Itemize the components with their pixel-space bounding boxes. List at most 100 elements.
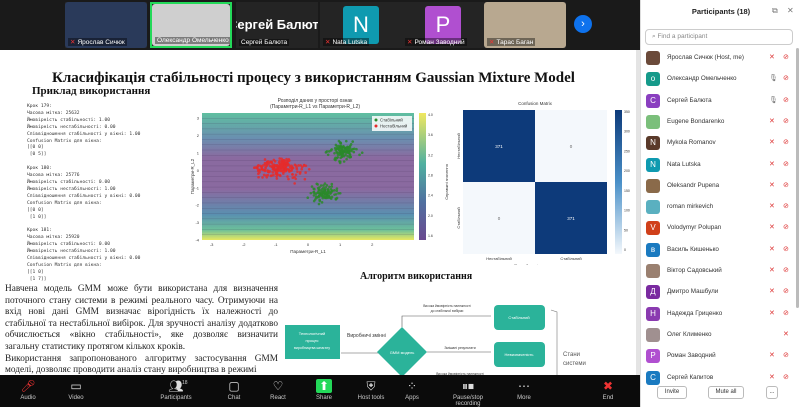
process-box [285,325,340,359]
avatar [65,2,147,48]
tile-name-label: ✕ Тарас Баган [487,38,536,46]
video-tile[interactable]: ✕ Ярослав Сичюк [65,2,147,48]
participant-row[interactable]: roman mirkevich ✕ ⊘ [641,197,796,217]
close-icon[interactable]: ✕ [787,6,794,15]
popout-icon[interactable]: ⧉ [772,6,778,15]
stable-point [335,187,339,190]
participant-row[interactable]: Н Надежда Гриценко ✕ ⊘ [641,304,796,324]
more-options-button[interactable]: ... [766,386,778,399]
unstable-point [281,170,284,173]
stable-point [306,196,310,200]
mic-off-icon: 🎤︎ [20,379,36,393]
participant-row[interactable]: V Volodymyr Polupan ✕ ⊘ [641,218,796,238]
matrix-cell [535,182,607,254]
unstable-point [260,167,264,171]
tile-name-label: ✕ Роман Заводний [405,38,467,46]
video-off-icon: ⊘ [783,373,789,381]
unstable-point [278,157,281,160]
avatar: N [646,157,660,172]
participants-panel: Participants (18) ⧉ ✕ ⌕ Find a participa… [640,0,800,407]
input-label: Виробничі змінні [347,333,386,339]
unstable-point [270,174,273,177]
matrix-title: Confusion Matrix [518,101,553,106]
algorithm-flowchart: Технологічний процес виробництва шпагату Ви… [285,304,586,375]
stable-point [346,151,350,154]
toolbar-react-button[interactable]: ♡ React [253,378,303,401]
stable-point [317,195,320,199]
video-tile[interactable]: ✕ Тарас Баган [484,2,566,48]
participant-row[interactable]: Д Дмитро Машбули ✕ ⊘ [641,282,796,302]
unstable-point [275,169,278,173]
avatar [646,51,660,65]
participant-name: Тарас Баган [496,39,534,46]
colorbar-tick: 4.0 [428,113,433,117]
slide-scrollbar[interactable] [636,50,640,375]
participant-row[interactable]: в Василь Кишенько ✕ ⊘ [641,240,796,260]
toolbar-video-button[interactable]: ▭ Video [51,378,101,401]
toolbar-host-tools-button[interactable]: ⛨ Host tools [346,378,396,401]
participant-name: Роман Заводний [414,39,465,46]
participant-search-input[interactable]: ⌕ Find a participant [645,29,793,45]
toolbar-apps-button[interactable]: ⁘ Apps [387,378,437,401]
video-tile[interactable]: Сергей Балюта Сергей Балюта [236,2,318,48]
toolbar-participants-button[interactable]: 👥︎ 18 Participants [151,378,201,401]
colorbar-tick: 0 [624,248,626,252]
participant-row[interactable]: Eugene Bondarenko ✕ ⊘ [641,112,796,132]
stable-point [360,151,364,155]
mute-all-button[interactable]: Mute all [708,386,744,399]
avatar: о [646,72,660,87]
stable-point [344,139,348,143]
toolbar-pause-stop-recording-button[interactable]: ⏸⏹ Pause/stop recording [443,378,493,407]
stable-point [312,191,315,194]
arrow-label: до стабільної вибірки [431,309,464,313]
toolbar-audio-button[interactable]: 🎤︎ Audio [3,378,53,401]
video-tile[interactable]: Олександр Омельченко [150,2,232,48]
participants-title: Participants (18) [691,7,751,16]
stable-point [337,144,341,148]
invite-button[interactable]: Invite [657,386,687,399]
participant-row[interactable]: о Олександр Омельченко 🎙︎ ⊘ [641,69,796,89]
participant-row[interactable]: C Сергей Капитов ✕ ⊘ [641,368,796,388]
participant-row[interactable]: Ярослав Сичюк (Host, me) ✕ ⊘ [641,48,796,68]
video-tile[interactable]: N ✕ Nata Lutska [320,2,402,48]
participant-row[interactable]: C Сергей Балюта 🎙︎ ⊘ [641,91,796,111]
participant-row[interactable]: Віктор Садовський ✕ ⊘ [641,261,796,281]
participant-row[interactable]: N Nata Lutska ✕ ⊘ [641,155,796,175]
participant-list-scrollbar[interactable] [796,48,799,308]
colorbar-tick: 300 [624,130,630,134]
stable-point [341,153,344,156]
apps-icon: ⁘ [406,379,418,393]
participant-name: Олександр Омельченко [667,75,737,83]
shared-screen-slide: Класифікація стабільності процесу з вико… [0,50,636,375]
participant-row[interactable]: N Mykola Romanov ✕ ⊘ [641,133,796,153]
stable-point [346,155,349,158]
chevron-right-icon[interactable]: › [574,15,592,33]
participant-row[interactable]: P Роман Заводний ✕ ⊘ [641,346,796,366]
toolbar-share-button[interactable]: ⬆ Share [299,378,349,401]
x-tick-label: -2 [242,242,246,247]
toolbar-label: More [517,395,531,401]
process-label: процес [305,338,318,343]
toolbar-more-button[interactable]: ⋯ More [499,378,549,401]
participant-row[interactable]: Олег Клименко ✕ [641,325,796,345]
video-off-icon: ⊘ [783,117,789,125]
unstable-point [304,171,307,174]
y-class-label: Нестабільний [456,133,461,158]
stable-point [339,141,343,145]
toolbar-chat-button[interactable]: ▢ Chat [209,378,259,401]
avatar: P [425,6,461,44]
state-box [494,342,545,367]
toolbar-end-button[interactable]: ✖ End [583,378,633,401]
participant-name: Mykola Romanov [667,139,716,147]
colorbar-tick: 3.2 [428,153,433,157]
colorbar-tick: 2.8 [428,173,433,177]
unstable-point [302,163,306,167]
stable-point [355,147,358,151]
video-tile[interactable]: P ✕ Роман Заводний [402,2,484,48]
heart-icon: ♡ [272,379,284,393]
stable-point [327,150,331,153]
unstable-point [287,177,290,181]
participant-row[interactable]: Oleksandr Pupena ✕ ⊘ [641,176,796,196]
stable-point [324,186,327,189]
toolbar-label: Host tools [357,395,385,401]
